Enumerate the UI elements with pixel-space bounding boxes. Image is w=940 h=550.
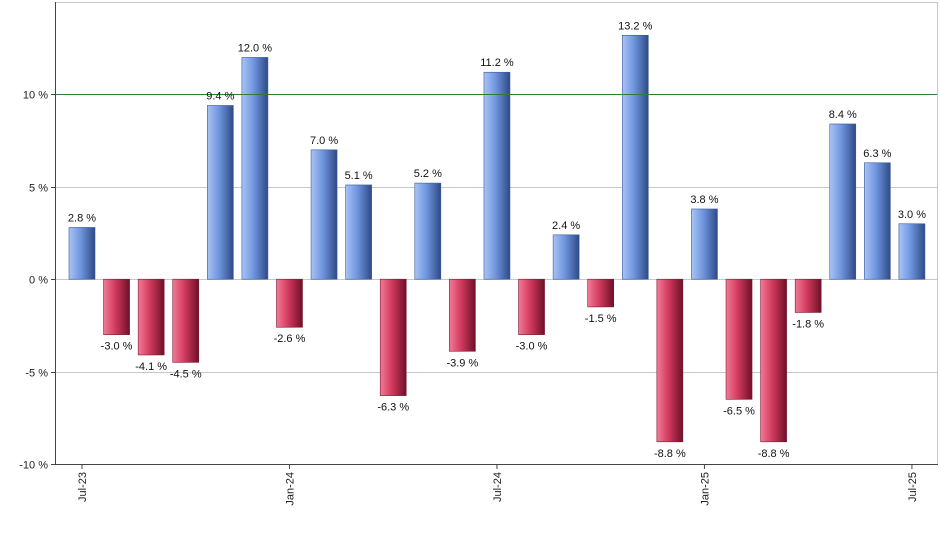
bar-Dec-24 (656, 278, 684, 443)
data-label-Jul-24: 11.2 % (480, 57, 514, 69)
bar-Aug-23 (103, 278, 130, 335)
bar-Feb-24 (310, 149, 338, 280)
bar-Feb-25 (725, 278, 753, 400)
bar-May-25 (829, 123, 857, 280)
bar-May-24 (414, 182, 442, 280)
data-label-Jul-25: 3.0 % (898, 209, 926, 221)
bar-Jun-24 (449, 278, 476, 352)
axes: 10 % 5 % 0 % -5 % -10 % Jul-23 Jan-24 Jul-24 Jan… (19, 2, 938, 506)
data-label-Mar-25: -8.8 % (758, 448, 790, 460)
bar-Jun-25 (864, 162, 891, 280)
bar-Nov-23 (207, 105, 234, 280)
bar-Nov-24 (621, 34, 649, 280)
bar-Oct-23 (172, 278, 200, 363)
data-label-Feb-25: -6.5 % (723, 405, 755, 417)
bar-Jan-25 (691, 208, 718, 280)
data-label-May-24: 5.2 % (414, 168, 442, 180)
data-label-Dec-24: -8.8 % (654, 448, 686, 460)
data-label-Oct-23: -4.5 % (170, 368, 202, 380)
y-tick-label: -10 % (19, 460, 48, 472)
data-label-Sep-24: 2.4 % (552, 220, 580, 232)
x-tick-label: Jan-24 (284, 472, 296, 506)
bar-Sep-24 (552, 234, 580, 280)
y-tick-label: -5 % (25, 368, 48, 380)
bar-Aug-24 (518, 278, 545, 335)
data-labels: 2.8 %-3.0 %-4.1 %-4.5 %9.4 %12.0 %-2.6 %… (68, 20, 926, 460)
y-tick-label: 0 % (29, 275, 48, 287)
bar-Mar-25 (760, 278, 787, 443)
data-label-Jan-25: 3.8 % (690, 194, 718, 206)
bar-Jul-25 (898, 223, 926, 280)
x-tick-label: Jul-24 (492, 472, 504, 502)
data-label-Dec-23: 12.0 % (238, 42, 272, 54)
data-label-Jun-24: -3.9 % (446, 357, 478, 369)
data-label-Oct-24: -1.5 % (585, 313, 617, 325)
data-label-Jul-23: 2.8 % (68, 212, 96, 224)
x-tick-label: Jan-25 (699, 472, 711, 506)
data-label-Feb-24: 7.0 % (310, 135, 338, 147)
bar-Mar-24 (345, 184, 372, 280)
y-tick-label: 5 % (29, 183, 48, 195)
bar-Dec-23 (241, 57, 269, 280)
bar-Apr-24 (379, 278, 407, 396)
x-tick-label: Jul-23 (77, 472, 89, 502)
data-label-May-25: 8.4 % (829, 109, 857, 121)
data-label-Aug-24: -3.0 % (516, 341, 548, 353)
x-tick-label: Jul-25 (907, 472, 919, 502)
data-label-Sep-23: -4.1 % (135, 361, 167, 373)
bar-Jan-24 (276, 278, 303, 328)
data-label-Mar-24: 5.1 % (345, 170, 373, 182)
data-label-Apr-25: -1.8 % (792, 318, 824, 330)
bar-Oct-24 (587, 278, 615, 308)
data-label-Aug-23: -3.0 % (101, 341, 133, 353)
data-label-Jan-24: -2.6 % (274, 333, 306, 345)
data-label-Apr-24: -6.3 % (377, 402, 409, 414)
bar-Sep-23 (137, 278, 165, 356)
bar-Jul-24 (483, 71, 511, 280)
data-label-Nov-23: 9.4 % (206, 90, 234, 102)
bar-Apr-25 (794, 278, 822, 313)
data-label-Jun-25: 6.3 % (863, 148, 891, 160)
bars (68, 34, 926, 443)
y-tick-label: 10 % (23, 90, 48, 102)
data-label-Nov-24: 13.2 % (618, 20, 652, 32)
bar-Jul-23 (68, 227, 96, 280)
